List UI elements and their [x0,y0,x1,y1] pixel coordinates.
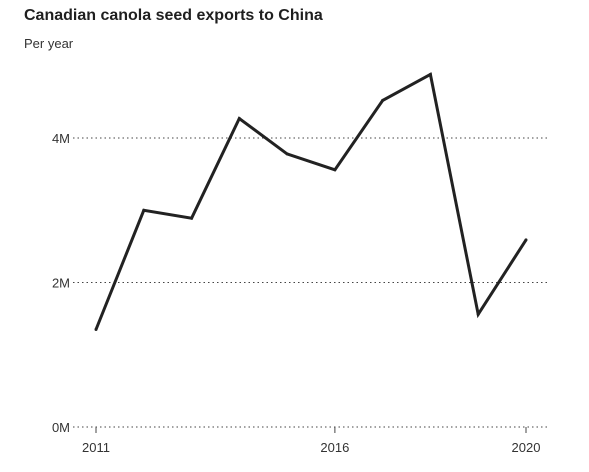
chart-subtitle: Per year [24,36,74,51]
data-point [142,208,146,212]
x-tick-label: 2020 [512,440,541,455]
x-axis-tick-labels: 2011 2016 2020 [82,440,540,455]
data-point [94,327,98,331]
data-point [476,312,480,316]
y-tick-label: 4M [52,131,70,146]
x-tick-label: 2016 [320,440,349,455]
data-point [333,168,337,172]
data-point [285,152,289,156]
chart-title: Canadian canola seed exports to China [24,7,323,24]
gridlines [73,137,550,433]
series-layer [94,72,528,331]
x-tick-label: 2011 [82,440,110,455]
data-point [237,116,241,120]
data-point [190,216,194,220]
data-point [428,72,432,76]
series-line-0 [94,72,528,331]
y-axis-tick-labels: 0M 2M 4M [52,131,70,435]
y-tick-label: 2M [52,276,70,291]
data-point [524,238,528,242]
data-point [381,98,385,102]
y-tick-label: 0M [52,420,70,435]
